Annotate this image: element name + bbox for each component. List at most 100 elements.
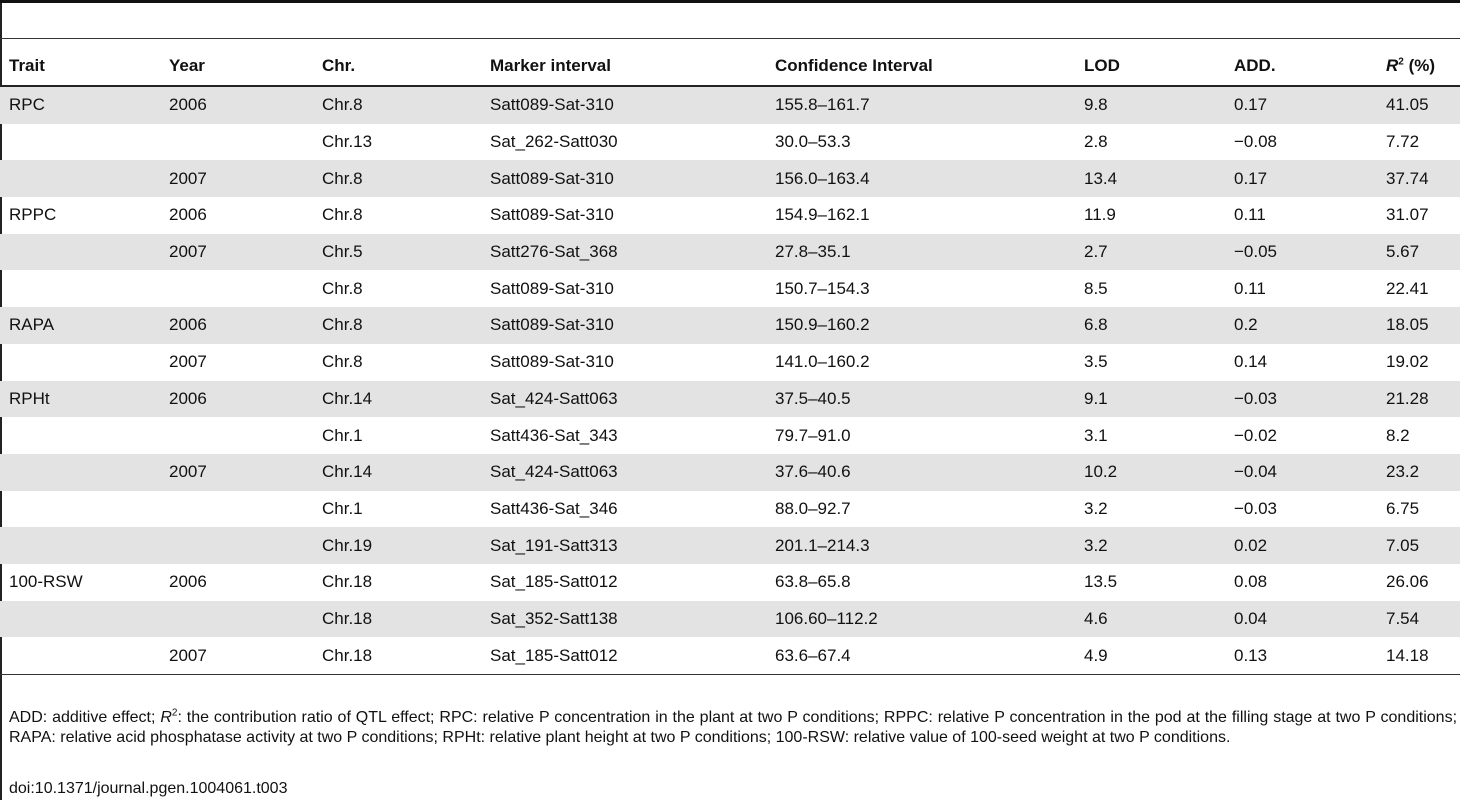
cell-add: 0.02 xyxy=(1225,527,1377,564)
cell-year xyxy=(160,491,313,528)
cell-r2: 5.67 xyxy=(1377,233,1460,271)
cell-add: 0.11 xyxy=(1234,278,1266,298)
doi-link[interactable]: doi:10.1371/journal.pgen.1004061.t003 xyxy=(9,780,288,797)
cell-marker-interval: Satt089-Sat-310 xyxy=(481,307,766,344)
table-row: 2007 Chr.8 Satt089-Sat-310 141.0–160.2 3.5 0.… xyxy=(0,344,1460,381)
header-chr: Chr. xyxy=(313,47,481,87)
cell-trait xyxy=(0,491,160,528)
cell-add: 0.04 xyxy=(1225,600,1377,638)
cell-year: 2006 xyxy=(169,572,207,592)
cell-add: 0.14 xyxy=(1234,352,1268,372)
cell-marker-interval: Sat_352-Satt138 xyxy=(481,600,766,638)
cell-trait xyxy=(0,417,160,454)
cell-chr: Chr.18 xyxy=(313,637,481,676)
cell-trait xyxy=(0,344,160,381)
cell-marker-interval: Sat_424-Satt063 xyxy=(481,453,766,491)
table-header: Trait Year Chr. Marker interval Confiden… xyxy=(0,47,1460,87)
cell-year: 2006 xyxy=(160,307,313,344)
footnote-text-start: ADD: additive effect; xyxy=(9,709,161,726)
cell-lod: 4.9 xyxy=(1075,637,1225,676)
cell-year xyxy=(160,270,313,307)
cell-r2: 19.02 xyxy=(1386,352,1429,372)
header-add: ADD. xyxy=(1225,47,1377,87)
cell-r2: 7.05 xyxy=(1377,527,1460,564)
cell-lod: 13.5 xyxy=(1084,572,1118,592)
table-row: 2007 Chr.14 Sat_424-Satt063 37.6–40.6 10.2 −0… xyxy=(0,453,1460,491)
cell-marker-interval: Sat_191-Satt313 xyxy=(481,527,766,564)
cell-marker-interval: Satt089-Sat-310 xyxy=(490,205,614,225)
header-r2-superscript: 2 xyxy=(1398,56,1404,68)
header-row: Trait Year Chr. Marker interval Confiden… xyxy=(0,47,1460,87)
cell-marker-interval: Sat_262-Satt030 xyxy=(490,132,618,152)
header-top-rule xyxy=(0,38,1460,39)
cell-year: 2006 xyxy=(160,86,313,124)
cell-r2: 31.07 xyxy=(1386,205,1429,225)
cell-confidence-interval: 37.6–40.6 xyxy=(766,453,1075,491)
cell-chr: Chr.8 xyxy=(313,307,481,344)
cell-r2: 7.72 xyxy=(1386,132,1420,152)
cell-confidence-interval: 154.9–162.1 xyxy=(775,205,870,225)
cell-trait: RPHt xyxy=(0,380,160,418)
cell-r2: 14.18 xyxy=(1377,637,1460,676)
cell-year: 2007 xyxy=(160,637,313,676)
table-row: 2007 Chr.5 Satt276-Sat_368 27.8–35.1 2.7 −0.0… xyxy=(0,233,1460,271)
cell-trait xyxy=(0,527,160,564)
cell-confidence-interval: 141.0–160.2 xyxy=(775,352,870,372)
cell-chr: Chr.18 xyxy=(322,572,373,592)
cell-add: 0.11 xyxy=(1234,205,1266,225)
cell-add: −0.08 xyxy=(1234,132,1278,152)
cell-confidence-interval: 155.8–161.7 xyxy=(766,86,1075,124)
cell-chr: Chr.1 xyxy=(322,425,363,445)
cell-year: 2007 xyxy=(160,160,313,198)
cell-trait xyxy=(0,160,160,198)
cell-lod: 2.8 xyxy=(1084,132,1108,152)
cell-lod: 8.5 xyxy=(1084,278,1108,298)
cell-year xyxy=(160,527,313,564)
cell-trait xyxy=(0,270,160,307)
cell-marker-interval: Satt276-Sat_368 xyxy=(481,233,766,271)
cell-add: 0.17 xyxy=(1225,160,1377,198)
cell-year xyxy=(160,417,313,454)
cell-lod: 10.2 xyxy=(1075,453,1225,491)
cell-year: 2007 xyxy=(160,453,313,491)
cell-marker-interval: Satt436-Sat_343 xyxy=(490,425,618,445)
header-r2: R2 (%) xyxy=(1377,47,1460,87)
cell-lod: 11.9 xyxy=(1084,205,1116,225)
cell-year: 2007 xyxy=(169,352,207,372)
cell-trait xyxy=(0,124,160,161)
footnote-text-rest: : the contribution ratio of QTL effect; … xyxy=(9,709,1458,746)
cell-confidence-interval: 30.0–53.3 xyxy=(775,132,851,152)
qtl-table: Trait Year Chr. Marker interval Confiden… xyxy=(0,47,1460,676)
cell-year: 2006 xyxy=(169,205,207,225)
table-row: Chr.8 Satt089-Sat-310 150.7–154.3 8.5 0.11 22… xyxy=(0,270,1460,307)
cell-chr: Chr.8 xyxy=(322,278,363,298)
cell-chr: Chr.5 xyxy=(313,233,481,271)
cell-lod: 3.2 xyxy=(1084,498,1108,518)
cell-chr: Chr.8 xyxy=(322,205,363,225)
cell-lod: 3.2 xyxy=(1075,527,1225,564)
table-row: RAPA 2006 Chr.8 Satt089-Sat-310 150.9–160.2 6… xyxy=(0,307,1460,344)
cell-trait: RPPC xyxy=(9,205,57,225)
cell-marker-interval: Satt436-Sat_346 xyxy=(490,498,618,518)
table-row: RPC 2006 Chr.8 Satt089-Sat-310 155.8–161.7 9.… xyxy=(0,86,1460,124)
cell-lod: 6.8 xyxy=(1075,307,1225,344)
table-row: 2007 Chr.8 Satt089-Sat-310 156.0–163.4 13.4 0… xyxy=(0,160,1460,198)
cell-lod: 9.8 xyxy=(1075,86,1225,124)
cell-trait: RAPA xyxy=(0,307,160,344)
cell-year: 2006 xyxy=(160,380,313,418)
table-row: Chr.19 Sat_191-Satt313 201.1–214.3 3.2 0.02 7… xyxy=(0,527,1460,564)
cell-r2: 18.05 xyxy=(1377,307,1460,344)
cell-year xyxy=(160,600,313,638)
cell-chr: Chr.8 xyxy=(322,352,363,372)
cell-marker-interval: Sat_185-Satt012 xyxy=(490,572,618,592)
cell-r2: 26.06 xyxy=(1386,572,1429,592)
cell-chr: Chr.14 xyxy=(313,453,481,491)
cell-confidence-interval: 63.6–67.4 xyxy=(766,637,1075,676)
cell-lod: 13.4 xyxy=(1075,160,1225,198)
cell-trait xyxy=(0,637,160,676)
table-body: RPC 2006 Chr.8 Satt089-Sat-310 155.8–161.7 9.… xyxy=(0,86,1460,676)
cell-confidence-interval: 150.9–160.2 xyxy=(766,307,1075,344)
cell-lod: 2.7 xyxy=(1075,233,1225,271)
cell-year: 2007 xyxy=(160,233,313,271)
